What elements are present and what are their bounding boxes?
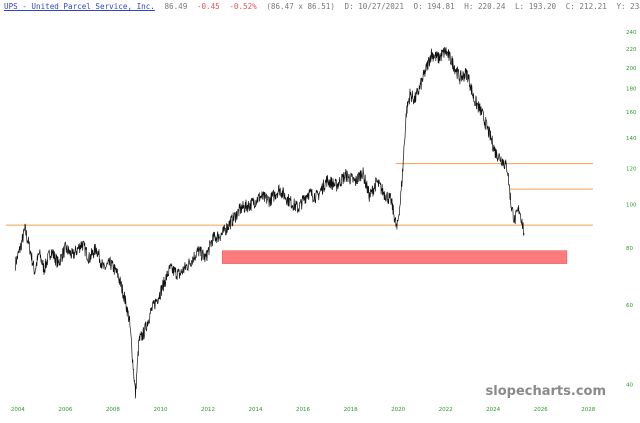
y-tick-label: 40 xyxy=(626,383,633,389)
cursor-open: O: 194.81 xyxy=(413,2,455,11)
chart-header: UPS - United Parcel Service, Inc. 86.49 … xyxy=(4,2,640,11)
price-change: -0.45 xyxy=(196,2,220,11)
x-tick-label: 2008 xyxy=(106,407,120,413)
x-tick-label: 2012 xyxy=(201,407,215,413)
x-tick-label: 2014 xyxy=(249,407,263,413)
y-tick-label: 120 xyxy=(626,166,637,172)
x-tick-label: 2010 xyxy=(153,407,167,413)
x-tick-label: 2026 xyxy=(534,407,548,413)
y-tick-label: 160 xyxy=(626,110,637,116)
y-tick-label: 60 xyxy=(626,303,633,309)
bid-ask-range: (86.47 x 86.51) xyxy=(266,2,335,11)
watermark: slopecharts.com xyxy=(485,384,606,399)
x-tick-label: 2006 xyxy=(58,407,72,413)
y-tick-label: 200 xyxy=(626,66,637,72)
y-tick-label: 180 xyxy=(626,87,637,93)
x-tick-label: 2022 xyxy=(439,407,453,413)
y-tick-label: 220 xyxy=(626,47,637,53)
cursor-low: L: 193.20 xyxy=(514,2,557,11)
x-tick-label: 2018 xyxy=(344,407,358,413)
support-zone xyxy=(221,250,568,264)
ticker-symbol-link[interactable]: UPS - United Parcel Service, Inc. xyxy=(4,2,155,11)
last-price: 86.49 xyxy=(164,2,188,11)
cursor-close: C: 212.21 xyxy=(565,2,607,11)
x-tick-label: 2028 xyxy=(581,407,595,413)
x-tick-label: 2024 xyxy=(486,407,500,413)
x-tick-label: 2016 xyxy=(296,407,310,413)
price-change-percent: -0.52% xyxy=(229,2,257,11)
y-tick-label: 240 xyxy=(626,30,637,36)
cursor-high: H: 220.24 xyxy=(464,2,506,11)
x-tick-label: 2004 xyxy=(11,407,25,413)
y-tick-label: 100 xyxy=(626,202,637,208)
cursor-y-value: Y: 238.78 xyxy=(616,2,640,11)
y-tick-label: 140 xyxy=(626,136,637,142)
y-tick-label: 80 xyxy=(626,246,633,252)
price-series-line xyxy=(15,47,525,399)
x-tick-label: 2020 xyxy=(391,407,405,413)
cursor-date: D: 10/27/2021 xyxy=(344,2,404,11)
